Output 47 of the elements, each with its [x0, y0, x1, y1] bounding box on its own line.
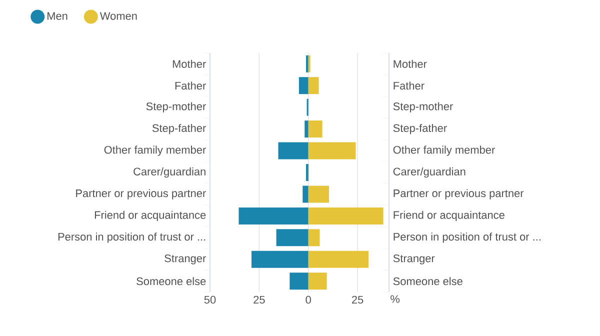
y-tick-label: Carer/guardian	[134, 167, 206, 178]
legend-label: Women	[100, 12, 137, 20]
category-label: Carer/guardian	[393, 167, 466, 178]
bar	[308, 142, 356, 160]
y-tick-label: Person in position of trust or ...	[58, 232, 206, 243]
category-label: Friend or acquaintance	[394, 210, 504, 222]
x-tick-label: 25	[352, 296, 364, 304]
y-tick-label: Friend or acquaintance	[94, 210, 206, 222]
category-label: Partner or previous partner	[394, 189, 524, 200]
y-tick-label: Stranger	[164, 254, 206, 264]
bar	[308, 77, 319, 94]
bar	[308, 186, 330, 203]
category-label: Stranger	[393, 254, 435, 264]
category-label: Step-father	[393, 124, 447, 134]
y-tick-label: Step-mother	[146, 102, 206, 112]
y-tick-label: Partner or previous partner	[76, 189, 206, 200]
y-tick-label: Other family member	[104, 146, 206, 156]
x-tick-label: 25	[254, 296, 265, 304]
bar	[306, 164, 308, 181]
x-tick-label: 50	[204, 296, 216, 304]
bar	[276, 229, 308, 246]
category-label: Step-mother	[393, 102, 453, 112]
bar	[308, 250, 369, 268]
bar	[308, 229, 320, 246]
category-label: Someone else	[393, 277, 462, 286]
x-tick-label: 0	[306, 296, 311, 304]
bar	[308, 120, 322, 138]
bar	[252, 250, 308, 268]
y-tick-label: Someone else	[136, 277, 206, 286]
x-axis-title: %	[390, 295, 400, 303]
bar	[308, 272, 327, 290]
category-label: Father	[394, 82, 424, 90]
bar	[302, 186, 308, 203]
bar	[238, 207, 308, 224]
category-label: Other family member	[393, 146, 495, 156]
y-tick-label: Mother	[172, 60, 206, 68]
y-tick-label: Step-father	[152, 124, 206, 134]
bar	[306, 55, 308, 72]
legend-label: Men	[48, 12, 68, 20]
category-label: Mother	[394, 60, 427, 68]
bar	[308, 207, 384, 224]
bar	[278, 142, 308, 160]
category-label: Person in position of trust or ...	[394, 232, 540, 243]
bar	[304, 120, 308, 138]
bar	[290, 272, 308, 290]
bar	[298, 77, 308, 94]
y-tick-label: Father	[175, 82, 206, 90]
